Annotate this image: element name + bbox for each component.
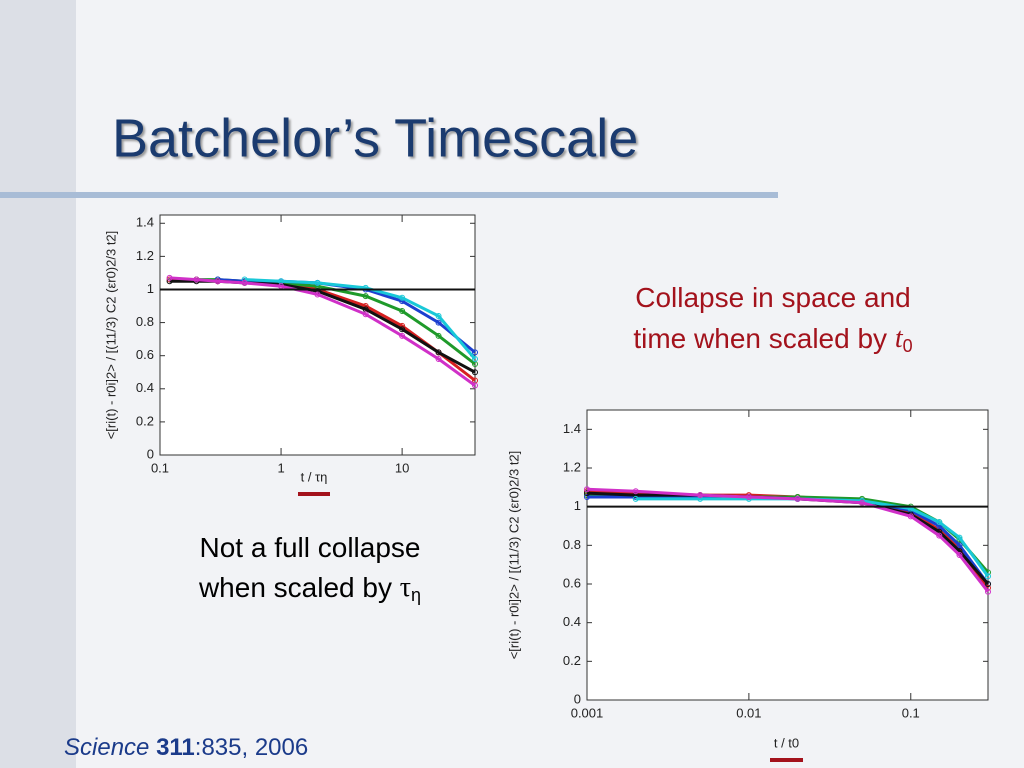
y-tick-label: 1.4 [563, 421, 581, 436]
data-point [435, 356, 442, 362]
data-point [435, 319, 442, 326]
caption: Not a full collapse when scaled by τη [198, 532, 421, 604]
data-point [399, 308, 406, 314]
data-point [985, 588, 991, 595]
data-point [632, 495, 639, 502]
y-tick-label: 0.6 [136, 347, 154, 362]
y-tick-label: 0.8 [563, 537, 581, 552]
caption-subscript: η [411, 585, 421, 605]
series-line [635, 497, 990, 578]
data-point [745, 494, 752, 500]
y-tick-label: 1.4 [136, 215, 154, 230]
x-tick-label: 10 [395, 460, 409, 475]
data-point [472, 349, 478, 356]
citation-volume: 311 [156, 734, 195, 761]
data-point [697, 492, 704, 499]
data-point [435, 332, 442, 339]
data-point [314, 291, 321, 298]
caption-line: time when scaled by [633, 323, 894, 354]
caption-symbol: τ [400, 572, 411, 603]
data-point [859, 499, 866, 506]
data-point [362, 311, 369, 318]
data-point [956, 534, 963, 541]
y-tick-label: 0.4 [136, 380, 154, 395]
x-axis-label: t / τη [301, 469, 328, 484]
series-line [586, 487, 990, 593]
data-point [584, 486, 590, 493]
x-tick-label: 0.001 [571, 705, 604, 720]
y-tick-label: 0 [574, 691, 581, 706]
data-point [214, 278, 221, 285]
x-tick-label: 0.01 [736, 705, 761, 720]
y-tick-label: 1 [574, 498, 581, 513]
caption-text: Not a full collapse when scaled by [198, 532, 421, 603]
y-axis-label: <[ri(t) - r0i]2> / [(11/3) C2 (εr0)2/3 t… [103, 231, 118, 440]
data-point [435, 312, 442, 319]
y-tick-label: 0 [147, 446, 154, 461]
data-point [632, 488, 639, 495]
data-point [936, 532, 943, 539]
y-tick-label: 0.6 [563, 575, 581, 590]
data-point [241, 279, 248, 286]
y-axis-label: <[ri(t) - r0i]2> / [(11/3) C2 (εr0)2/3 t… [506, 451, 521, 660]
y-tick-label: 0.8 [136, 314, 154, 329]
y-tick-label: 0.4 [563, 614, 581, 629]
data-point [794, 495, 801, 502]
data-point [956, 542, 963, 549]
data-point [399, 294, 406, 301]
data-point [956, 552, 963, 558]
y-tick-label: 0.2 [136, 413, 154, 428]
caption-line: when scaled by [198, 572, 400, 603]
series-line [244, 278, 477, 360]
data-point [166, 274, 173, 281]
plot-area [159, 214, 476, 456]
y-tick-label: 1.2 [563, 459, 581, 474]
y-tick-label: 1 [147, 281, 154, 296]
data-point [472, 369, 478, 376]
citation-rest: :835, 2006 [195, 734, 308, 761]
data-point [472, 356, 478, 362]
y-tick-label: 1.2 [136, 248, 154, 263]
plot-area [586, 409, 989, 701]
citation: Science 311:835, 2006 [64, 734, 308, 761]
data-point [985, 581, 991, 587]
caption-line: Collapse in space and [635, 282, 911, 313]
caption-line: Not a full collapse [199, 532, 420, 563]
caption-text: Collapse in space and time when scaled by [633, 282, 910, 354]
data-point [362, 293, 369, 300]
data-point [472, 382, 478, 389]
data-point [936, 519, 943, 526]
citation-journal: Science [64, 734, 149, 761]
y-tick-label: 0.2 [563, 653, 581, 668]
side-band [0, 0, 76, 768]
data-point [399, 332, 406, 339]
data-point [399, 326, 406, 333]
caption: Collapse in space and time when scaled by… [633, 282, 912, 355]
caption-subscript: 0 [903, 336, 913, 356]
slide-title: Batchelor’s Timescale [112, 108, 638, 168]
data-point [435, 349, 442, 356]
x-tick-label: 0.1 [902, 705, 920, 720]
x-axis-label: t / t0 [774, 735, 799, 750]
data-point [907, 513, 914, 520]
x-tick-label: 0.1 [151, 460, 169, 475]
x-tick-label: 1 [277, 460, 284, 475]
data-point [193, 276, 200, 283]
data-point [985, 573, 991, 580]
title-rule [0, 192, 778, 198]
data-point [314, 279, 321, 286]
caption-symbol: t [895, 323, 904, 354]
